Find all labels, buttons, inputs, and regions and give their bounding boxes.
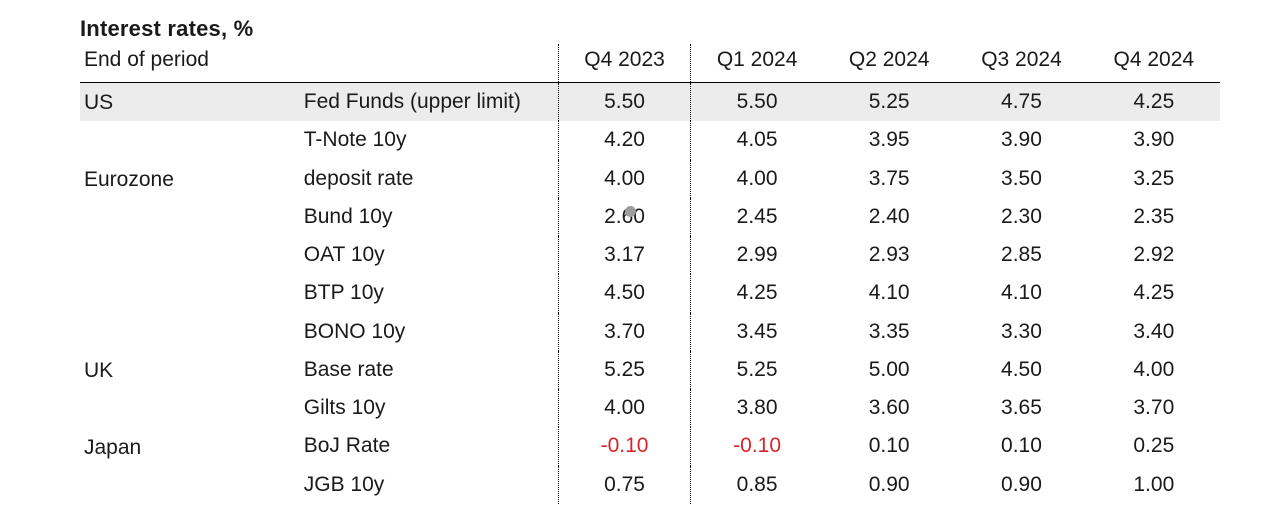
dot-icon [625,206,636,217]
region-blank [80,466,294,504]
cell: 0.10 [823,427,955,465]
cell: 0.90 [823,466,955,504]
cell: 2.30 [955,198,1087,236]
instr-jgb: JGB 10y [294,466,559,504]
cell: 5.50 [558,83,690,122]
cell: 4.00 [558,389,690,427]
cell: 3.60 [823,389,955,427]
col-q2-2024: Q2 2024 [823,44,955,83]
table-row: T-Note 10y 4.20 4.05 3.95 3.90 3.90 [80,121,1220,159]
cell: 4.25 [1088,274,1220,312]
cell: 4.00 [558,160,690,198]
col-q4-2024: Q4 2024 [1088,44,1220,83]
region-jp: Japan [80,427,294,465]
header-row: End of period Q4 2023 Q1 2024 Q2 2024 Q3… [80,44,1220,83]
table-row: UK Base rate 5.25 5.25 5.00 4.50 4.00 [80,351,1220,389]
col-q4-2023: Q4 2023 [558,44,690,83]
region-blank [80,236,294,274]
region-us: US [80,83,294,122]
cell: 3.40 [1088,313,1220,351]
cell: 0.85 [691,466,823,504]
subhead: End of period [80,44,558,83]
cell: 3.75 [823,160,955,198]
cell: 2.60 [558,198,690,236]
cell: 4.75 [955,83,1087,122]
table-holder: End of period Q4 2023 Q1 2024 Q2 2024 Q3… [80,44,1220,504]
cell: 4.00 [1088,351,1220,389]
cell: 1.00 [1088,466,1220,504]
cell: 4.25 [1088,83,1220,122]
cell: 4.05 [691,121,823,159]
instr-tnote: T-Note 10y [294,121,559,159]
cell: 3.70 [1088,389,1220,427]
region-blank [80,121,294,159]
table-row: JGB 10y 0.75 0.85 0.90 0.90 1.00 [80,466,1220,504]
cell: 3.45 [691,313,823,351]
cell: 5.25 [691,351,823,389]
col-q1-2024: Q1 2024 [691,44,823,83]
table-row: Gilts 10y 4.00 3.80 3.60 3.65 3.70 [80,389,1220,427]
instr-deposit: deposit rate [294,160,559,198]
cell: 0.90 [955,466,1087,504]
cell: 2.99 [691,236,823,274]
rates-table: End of period Q4 2023 Q1 2024 Q2 2024 Q3… [80,44,1220,504]
region-blank [80,313,294,351]
table-row: BONO 10y 3.70 3.45 3.35 3.30 3.40 [80,313,1220,351]
cell: 2.35 [1088,198,1220,236]
cell: 0.25 [1088,427,1220,465]
table-row: Japan BoJ Rate -0.10 -0.10 0.10 0.10 0.2… [80,427,1220,465]
table-container: Interest rates, % End of period Q4 2023 … [0,0,1280,504]
cell: -0.10 [691,427,823,465]
cell: 3.65 [955,389,1087,427]
cell: -0.10 [558,427,690,465]
cell: 4.10 [955,274,1087,312]
cell: 0.75 [558,466,690,504]
cell: 3.95 [823,121,955,159]
region-ez: Eurozone [80,160,294,198]
col-q3-2024: Q3 2024 [955,44,1087,83]
cell: 3.90 [1088,121,1220,159]
cell: 3.17 [558,236,690,274]
cell: 3.35 [823,313,955,351]
instr-base: Base rate [294,351,559,389]
region-blank [80,389,294,427]
instr-bono: BONO 10y [294,313,559,351]
cell: 3.50 [955,160,1087,198]
cell: 3.25 [1088,160,1220,198]
instr-boj: BoJ Rate [294,427,559,465]
cell: 4.50 [558,274,690,312]
table-row: BTP 10y 4.50 4.25 4.10 4.10 4.25 [80,274,1220,312]
cell: 4.20 [558,121,690,159]
instr-btp: BTP 10y [294,274,559,312]
cell: 3.80 [691,389,823,427]
cell: 3.70 [558,313,690,351]
region-blank [80,274,294,312]
region-uk: UK [80,351,294,389]
table-row: Eurozone deposit rate 4.00 4.00 3.75 3.5… [80,160,1220,198]
cell: 5.25 [558,351,690,389]
instr-gilts: Gilts 10y [294,389,559,427]
instr-fedfunds: Fed Funds (upper limit) [294,83,559,122]
cell: 0.10 [955,427,1087,465]
cell: 4.50 [955,351,1087,389]
cell: 3.90 [955,121,1087,159]
instr-bund: Bund 10y [294,198,559,236]
cell: 5.00 [823,351,955,389]
cell: 4.00 [691,160,823,198]
table-title: Interest rates, % [80,16,1220,42]
cell: 2.40 [823,198,955,236]
cell: 3.30 [955,313,1087,351]
instr-oat: OAT 10y [294,236,559,274]
cell: 4.10 [823,274,955,312]
cell: 2.45 [691,198,823,236]
cell: 4.25 [691,274,823,312]
cell: 2.92 [1088,236,1220,274]
cell: 2.85 [955,236,1087,274]
region-blank [80,198,294,236]
table-row: Bund 10y 2.60 2.45 2.40 2.30 2.35 [80,198,1220,236]
cell: 5.25 [823,83,955,122]
table-row: OAT 10y 3.17 2.99 2.93 2.85 2.92 [80,236,1220,274]
cell: 5.50 [691,83,823,122]
cell: 2.93 [823,236,955,274]
